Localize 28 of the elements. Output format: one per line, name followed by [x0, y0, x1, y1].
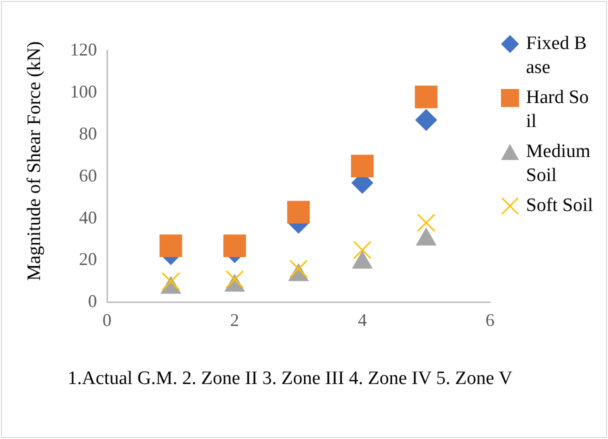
- legend-label: Hard Soil: [526, 86, 590, 134]
- point: [289, 260, 308, 278]
- y-tick-label: 80: [79, 123, 97, 144]
- point: [225, 270, 244, 289]
- point: [353, 240, 372, 260]
- x-tick-label: 6: [486, 310, 494, 330]
- y-tick-label: 0: [88, 291, 97, 312]
- x-tick-label: 0: [102, 310, 112, 330]
- legend-label: Fixed Base: [526, 32, 588, 80]
- y-axis-title: Magnitude of Shear Force (kN): [24, 40, 46, 283]
- y-tick-label: 20: [79, 249, 97, 270]
- point: [287, 200, 310, 224]
- y-tick-label: 40: [79, 207, 97, 228]
- point: [414, 86, 438, 108]
- point: [416, 213, 436, 232]
- legend-label: Soft Soil: [526, 194, 594, 218]
- y-tick-label: 60: [79, 165, 97, 186]
- point: [162, 272, 180, 291]
- x-tick-label: 2: [230, 310, 240, 330]
- point: [351, 154, 374, 178]
- point: [223, 234, 246, 258]
- point: [160, 234, 182, 258]
- legend-label: Medium Soil: [526, 140, 592, 188]
- x-axis-title: 1.Actual G.M. 2. Zone II 3. Zone III 4. Zone IV 5. Zone V: [66, 367, 514, 391]
- x-tick-label: 4: [358, 310, 367, 330]
- y-tick-label: 100: [70, 81, 97, 102]
- point: [415, 108, 438, 131]
- y-tick-label: 120: [70, 40, 97, 60]
